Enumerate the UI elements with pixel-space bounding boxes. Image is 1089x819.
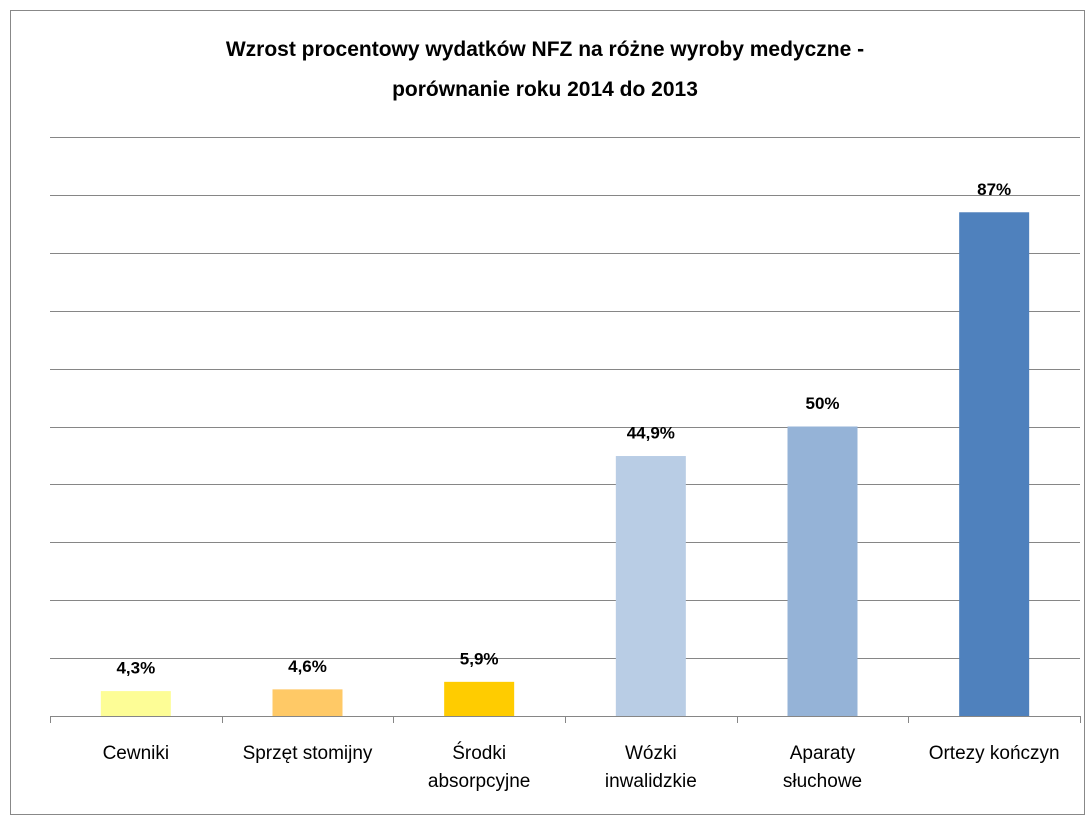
bar [272,689,343,716]
bar [787,426,858,716]
bar [444,681,515,716]
x-tick-label: Środki absorpcyjne [427,743,531,792]
chart-title: Wzrost procentowy wydatków NFZ na różne … [226,38,864,101]
bar [959,212,1030,716]
chart-frame [10,10,1085,815]
title-line: porównanie roku 2014 do 2013 [392,78,698,101]
bar [615,456,686,716]
x-tick-label: Cewniki [102,743,170,764]
data-label: 50% [805,394,839,413]
x-tick-label: Sprzęt stomijny [242,743,373,764]
title-line: Wzrost procentowy wydatków NFZ na różne … [226,38,864,61]
data-label: 4,6% [288,657,327,676]
data-label: 4,3% [116,659,155,678]
x-tick-label: Ortezy kończyn [928,743,1060,764]
data-label: 5,9% [460,649,499,668]
bar [100,691,171,716]
x-tick-label: Aparaty słuchowe [782,743,863,792]
data-label: 44,9% [627,424,675,443]
x-tick-label: Wózki inwalidzkie [604,743,697,792]
data-label: 87% [977,180,1011,199]
